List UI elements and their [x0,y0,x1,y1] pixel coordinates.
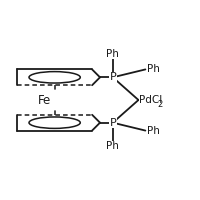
Text: Ph: Ph [147,64,160,74]
Text: Ph: Ph [147,126,160,136]
Text: 2: 2 [158,100,163,109]
Text: P: P [109,118,116,128]
Text: Ph: Ph [106,49,119,59]
Text: Fe: Fe [38,94,51,106]
Text: P: P [109,72,116,82]
Text: PdCl: PdCl [139,95,163,105]
Text: Ph: Ph [106,141,119,151]
